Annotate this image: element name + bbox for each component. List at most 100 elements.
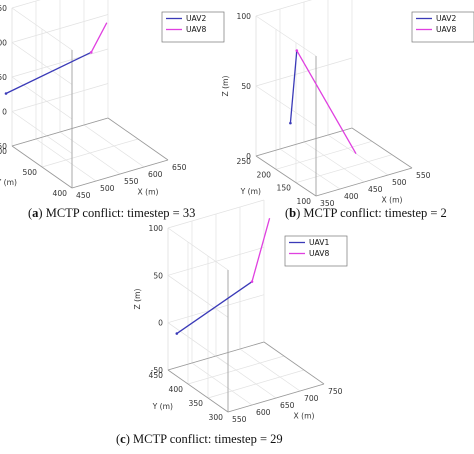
chart-b-z-tick-label: 0 <box>246 152 251 161</box>
chart-a-series-uav8-line <box>90 22 108 53</box>
chart-a-x-axis-label: X (m) <box>138 188 159 197</box>
chart-b-grid-line <box>303 141 365 183</box>
chart-c-grid-line <box>167 227 229 271</box>
caption-b: (b) MCTP conflict: timestep = 2 <box>285 206 447 220</box>
chart-a-z-tick-label: 50 <box>0 73 7 82</box>
chart-panel-c: 550 600 650 700 750 300 350 400 450 -50 0 50 100 X (m… <box>116 199 358 454</box>
chart-b-axis-line <box>351 127 413 169</box>
chart-b-x-axis-label: X (m) <box>382 196 403 205</box>
chart-a-series-uav8-start-point <box>89 51 93 54</box>
chart-b-grid-line <box>327 134 389 176</box>
chart-b-grid <box>255 0 413 197</box>
chart-a-series-uav2-start-point <box>4 92 8 95</box>
chart-c-z-axis-label: Z (m) <box>133 289 142 310</box>
chart-a-series-uav2-line <box>5 51 92 95</box>
chart-a-x-tick-label: 500 <box>100 184 115 193</box>
chart-a-grid-line <box>11 48 109 78</box>
chart-c-legend-label: UAV1 <box>309 238 329 247</box>
chart-panel-b: 350 400 450 500 550 100 150 200 250 0 50 100 X (m) Y … <box>221 0 474 230</box>
chart-a-z-tick-label: 0 <box>2 108 7 117</box>
chart-a-grid-line <box>11 76 73 120</box>
chart-b-grid-line <box>279 148 341 190</box>
chart-c-legend-box <box>284 235 348 267</box>
chart-c-z-tick-label: 0 <box>158 319 163 328</box>
chart-c-series-uav8-start-point <box>250 280 254 283</box>
chart-b-x-tick-label: 400 <box>344 192 359 201</box>
chart-b-axis-line <box>255 155 317 197</box>
chart-b-y-tick-label: 200 <box>257 170 272 179</box>
chart-a-legend-box <box>161 11 225 43</box>
chart-c-grid-line <box>191 362 253 406</box>
chart-c-series-uav1-start-point <box>175 332 179 335</box>
chart-panel-a: 450500550600650400500600-50050100150X (m… <box>0 0 237 230</box>
chart-c-svg: 550 600 650 700 750 300 350 400 450-50 0 50 100 X (m… <box>133 199 348 424</box>
chart-a-svg: 450500550600650400500600-50050100150X (m… <box>0 0 225 200</box>
chart-b-series-uav2-start-point <box>289 121 292 125</box>
chart-b-y-tick-label: 250 <box>237 157 252 166</box>
chart-b-grid-line <box>295 154 393 184</box>
chart-c-x-tick-label: 550 <box>232 415 247 424</box>
chart-b-series-uav8-start-point <box>295 49 299 52</box>
chart-b-y-axis-label: Y (m) <box>240 187 261 196</box>
chart-a-y-axis-label: Y (m) <box>0 178 17 187</box>
chart-a-z-tick-label: -50 <box>0 142 7 151</box>
chart-b-axis-line <box>255 127 353 157</box>
chart-a-legend: UAV2 UAV8 <box>161 11 225 43</box>
chart-a-grid-line <box>11 7 73 51</box>
chart-a-legend-label: UAV8 <box>186 25 206 34</box>
chart-a-grid-line <box>11 83 109 112</box>
chart-c-x-tick-label: 750 <box>328 387 343 396</box>
chart-c-y-tick-label: 350 <box>189 399 204 408</box>
chart-a-axis-line <box>11 117 109 147</box>
chart-c-grid-line <box>187 355 285 385</box>
chart-a-axis-line <box>71 159 169 189</box>
chart-c-axis-line <box>227 383 325 413</box>
chart-c-series-uav8-line <box>251 218 271 282</box>
chart-c-grid <box>167 199 325 413</box>
chart-b-grid-line <box>255 85 317 127</box>
chart-a-x-tick-label: 650 <box>172 163 187 172</box>
chart-c-x-tick-label: 650 <box>280 401 295 410</box>
chart-c-axis-line <box>263 341 325 385</box>
chart-a-axis-line <box>11 145 73 189</box>
chart-b-z-axis-label: Z (m) <box>221 76 230 97</box>
chart-c-grid-line <box>167 322 229 365</box>
chart-c-z-tick-label: 50 <box>153 271 163 280</box>
chart-b-legend-box <box>411 11 474 43</box>
chart-b-legend: UAV2 UAV8 <box>411 11 474 43</box>
chart-b-grid-line <box>255 57 353 87</box>
chart-c-legend: UAV1 UAV8 <box>284 235 348 267</box>
chart-b-series-uav2-line <box>289 50 298 124</box>
chart-c-grid-line <box>167 199 265 229</box>
chart-b-axis-line <box>315 167 413 197</box>
chart-a-grid-line <box>11 0 41 9</box>
chart-c-y-tick-label: 450 <box>149 371 164 380</box>
chart-b-legend-label: UAV8 <box>436 25 456 34</box>
chart-a-grid-line <box>41 138 139 168</box>
chart-b-z-tick-label: 100 <box>237 12 252 21</box>
chart-a-z-tick-label: 150 <box>0 4 7 13</box>
chart-b-y-tick-label: 100 <box>297 197 312 206</box>
chart-b-grid-line <box>255 0 313 17</box>
chart-c-grid-line <box>239 348 301 392</box>
caption-a: (a) MCTP conflict: timestep = 33 <box>28 206 196 220</box>
chart-b-x-tick-label: 350 <box>320 199 335 208</box>
chart-b-x-tick-label: 500 <box>392 178 407 187</box>
chart-a-x-tick-label: 450 <box>76 191 91 200</box>
chart-c-x-axis-label: X (m) <box>294 412 315 421</box>
chart-a-grid-line <box>11 42 73 85</box>
chart-b-legend-label: UAV2 <box>436 14 456 23</box>
chart-a-y-tick-label: 500 <box>23 168 38 177</box>
chart-a-legend-label: UAV2 <box>186 14 206 23</box>
chart-c-axis-line <box>167 341 265 371</box>
chart-b-x-tick-label: 550 <box>416 171 431 180</box>
chart-c-grid-line <box>167 275 229 318</box>
chart-b-y-tick-label: 150 <box>277 184 292 193</box>
chart-c-y-tick-label: 300 <box>209 413 224 422</box>
chart-b-grid-line <box>255 15 317 57</box>
chart-a-z-tick-label: 100 <box>0 39 7 48</box>
chart-c-legend-label: UAV8 <box>309 249 329 258</box>
chart-b-series-uav8-line <box>296 50 357 154</box>
chart-c-y-axis-label: Y (m) <box>152 402 173 411</box>
